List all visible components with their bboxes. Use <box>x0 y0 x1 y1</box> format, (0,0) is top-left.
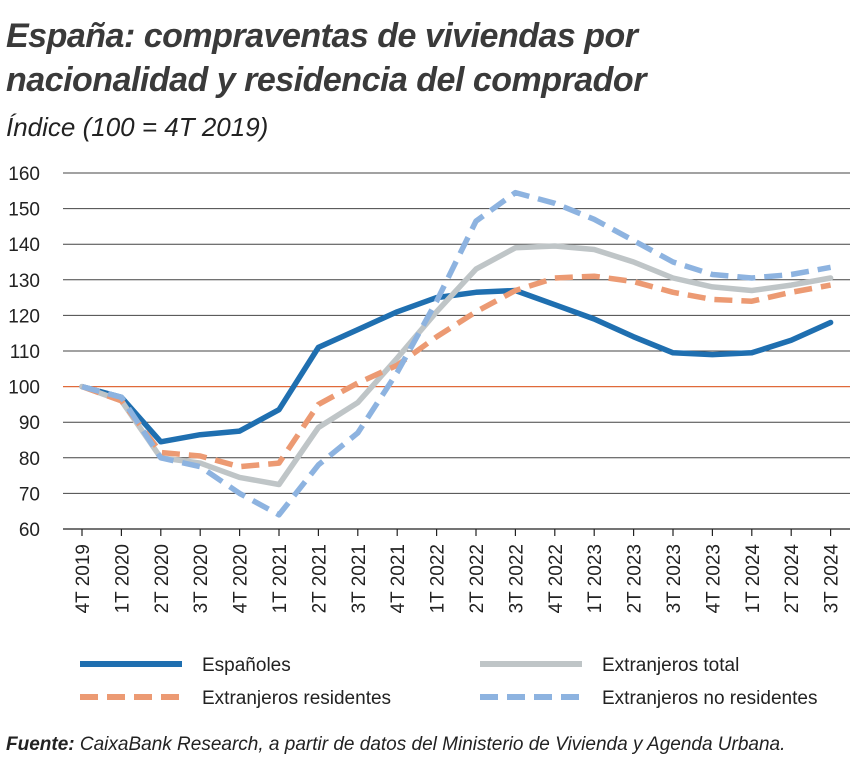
source-note: Fuente: CaixaBank Research, a partir de … <box>6 734 785 756</box>
y-tick-label: 140 <box>8 235 40 256</box>
y-tick-label: 130 <box>8 271 40 292</box>
series-lines <box>79 189 834 518</box>
x-tick-label: 3T 2024 <box>822 544 843 614</box>
x-axis: 4T 2019 1T 2020 2T 2020 3T 2020 4T 2020 1T 20… <box>63 528 850 614</box>
x-tick-label: 4T 2021 <box>388 544 409 613</box>
y-tick-label: 150 <box>8 200 40 221</box>
legend-label: Extranjeros no residentes <box>602 688 817 709</box>
x-tick-label: 3T 2021 <box>349 544 370 613</box>
title-line-1: España: compraventas de viviendas por <box>6 17 638 55</box>
chart-subtitle: Índice (100 = 4T 2019) <box>6 112 269 142</box>
x-tick-label: 3T 2022 <box>506 544 527 613</box>
source-text: CaixaBank Research, a partir de datos de… <box>79 734 786 755</box>
source-label: Fuente: <box>6 734 75 755</box>
y-tick-label: 80 <box>19 449 40 470</box>
x-tick-label: 2T 2020 <box>152 544 173 613</box>
x-tick-label: 3T 2020 <box>191 544 212 613</box>
x-tick-label: 1T 2021 <box>270 544 291 613</box>
gridlines <box>63 172 850 494</box>
x-tick-label: 4T 2020 <box>231 544 252 613</box>
x-tick-label: 4T 2019 <box>73 544 94 613</box>
x-tick-label: 2T 2021 <box>309 544 330 613</box>
x-tick-label: 1T 2023 <box>585 544 606 613</box>
y-axis: 60 70 80 90 100 110 120 130 140 150 160 <box>8 164 40 541</box>
y-tick-label: 90 <box>19 413 40 434</box>
x-tick-label: 1T 2022 <box>428 544 449 613</box>
chart-title: España: compraventas de viviendas por na… <box>6 14 856 102</box>
y-tick-label: 120 <box>8 306 40 327</box>
series-line-1 <box>79 287 834 445</box>
y-tick-label: 110 <box>10 342 40 363</box>
y-tick-label: 100 <box>8 378 40 399</box>
x-tick-label: 2T 2023 <box>625 544 646 613</box>
x-tick-label: 2T 2024 <box>782 544 803 614</box>
y-tick-label: 60 <box>19 520 40 541</box>
legend: Españoles Extranjeros total Extranjeros re… <box>80 655 817 709</box>
series-line-2 <box>79 243 834 488</box>
x-tick-label: 3T 2023 <box>664 544 685 613</box>
x-tick-label: 1T 2020 <box>112 544 133 613</box>
title-line-2: nacionalidad y residencia del comprador <box>6 61 646 99</box>
legend-label: Extranjeros residentes <box>202 688 391 709</box>
legend-label: Extranjeros total <box>602 655 739 676</box>
y-tick-label: 160 <box>8 164 40 185</box>
x-tick-label: 4T 2022 <box>546 544 567 613</box>
x-tick-label: 4T 2023 <box>703 544 724 613</box>
y-tick-label: 70 <box>19 484 40 505</box>
legend-label: Españoles <box>202 655 291 676</box>
x-tick-label: 2T 2022 <box>467 544 488 613</box>
x-tick-label: 1T 2024 <box>743 544 764 614</box>
